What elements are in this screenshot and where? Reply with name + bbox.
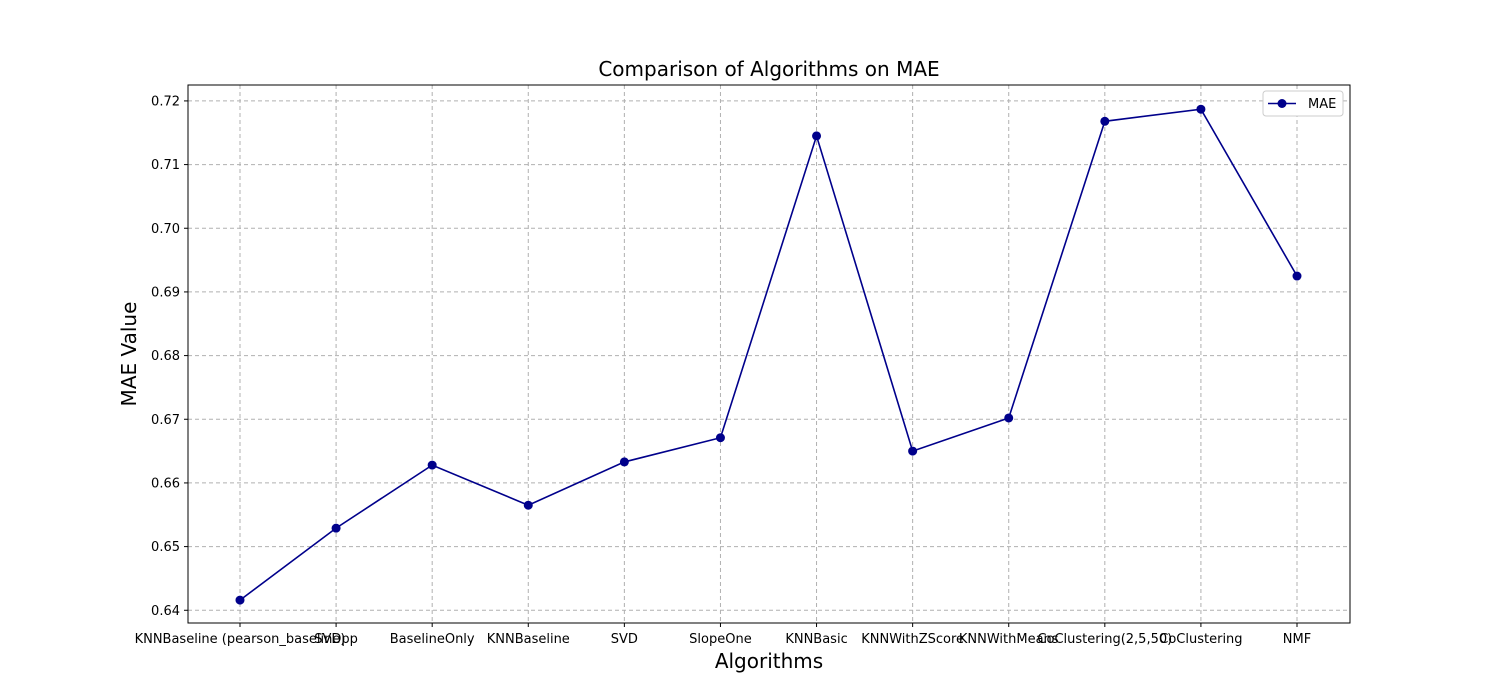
y-tick-label: 0.67 bbox=[151, 413, 180, 428]
y-tick-label: 0.72 bbox=[151, 94, 180, 109]
y-tick-label: 0.66 bbox=[151, 476, 180, 491]
legend: MAE bbox=[1262, 90, 1344, 117]
data-point bbox=[331, 523, 341, 533]
x-tick-label: CoClustering(2,5,50) bbox=[1037, 632, 1172, 647]
chart-title: Comparison of Algorithms on MAE bbox=[598, 57, 939, 81]
x-tick-label: BaselineOnly bbox=[390, 632, 475, 647]
series-layer bbox=[235, 104, 1302, 605]
data-point bbox=[908, 446, 918, 456]
data-point bbox=[523, 500, 533, 510]
x-tick-label: KNNBasic bbox=[785, 632, 847, 647]
data-point bbox=[619, 457, 629, 467]
data-point bbox=[812, 131, 822, 141]
y-tick-label: 0.65 bbox=[151, 540, 180, 555]
y-tick-label: 0.64 bbox=[151, 604, 180, 619]
data-point bbox=[427, 460, 437, 470]
x-axis-label: Algorithms bbox=[715, 649, 823, 673]
y-tick-label: 0.71 bbox=[151, 158, 180, 173]
legend-marker-icon bbox=[1277, 99, 1287, 108]
legend-label: MAE bbox=[1308, 97, 1336, 112]
x-tick-label: KNNBaseline bbox=[487, 632, 570, 647]
data-point bbox=[1196, 104, 1206, 114]
y-tick-label: 0.68 bbox=[151, 349, 180, 364]
data-point bbox=[1292, 271, 1302, 281]
x-tick-label: SVD bbox=[611, 632, 638, 647]
x-tick-label: CoClustering bbox=[1159, 632, 1242, 647]
x-tick-label: SVDpp bbox=[314, 632, 358, 647]
data-point bbox=[715, 433, 725, 443]
x-tick-label: NMF bbox=[1283, 632, 1311, 647]
y-axis-label: MAE Value bbox=[117, 302, 141, 407]
y-tick-label: 0.70 bbox=[151, 222, 180, 237]
data-point bbox=[1004, 413, 1014, 423]
x-tick-label: KNNBaseline (pearson_baseline) bbox=[135, 632, 346, 647]
legend-box bbox=[1262, 90, 1344, 117]
tick-layer: 0.64 0.65 0.66 0.67 0.68 0.69 0.70 0.71 0.72 KNNB… bbox=[135, 94, 1312, 647]
series-line-mae bbox=[239, 108, 1298, 601]
axes-frame bbox=[187, 84, 1351, 624]
y-tick-label: 0.69 bbox=[151, 285, 180, 300]
grid-lines bbox=[188, 85, 1350, 623]
x-tick-label: KNNWithZScore bbox=[861, 632, 964, 647]
x-tick-label: SlopeOne bbox=[689, 632, 752, 647]
x-tick-label: KNNWithMeans bbox=[959, 632, 1059, 647]
data-point bbox=[1100, 116, 1110, 126]
data-point bbox=[235, 595, 245, 605]
